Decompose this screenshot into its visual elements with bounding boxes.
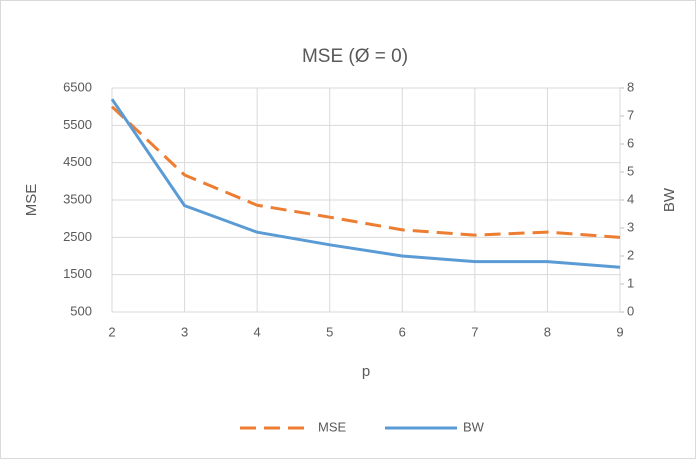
- y2-tick-label: 2: [627, 247, 634, 262]
- y2-tick-label: 1: [627, 275, 634, 290]
- y2-tick-label: 0: [627, 303, 634, 318]
- y-tick-label: 500: [70, 303, 92, 318]
- y-axis-title: MSE: [23, 184, 40, 217]
- x-tick-label: 8: [544, 324, 551, 339]
- x-tick-label: 4: [254, 324, 261, 339]
- y2-tick-label: 7: [627, 107, 634, 122]
- y2-tick-label: 6: [627, 135, 634, 150]
- y2-axis-title: BW: [661, 187, 678, 212]
- y-tick-label: 1500: [63, 266, 92, 281]
- y-tick-label: 3500: [63, 191, 92, 206]
- y2-tick-label: 8: [627, 79, 634, 94]
- y2-tick-label: 4: [627, 191, 634, 206]
- x-tick-label: 7: [471, 324, 478, 339]
- y2-tick-label: 5: [627, 163, 634, 178]
- x-tick-label: 3: [181, 324, 188, 339]
- legend-label: BW: [463, 419, 485, 434]
- y-tick-label: 2500: [63, 229, 92, 244]
- y-tick-label: 4500: [63, 154, 92, 169]
- y-tick-label: 6500: [63, 79, 92, 94]
- y-tick-label: 5500: [63, 117, 92, 132]
- chart-title: MSE (Ø = 0): [302, 46, 408, 67]
- x-tick-label: 5: [326, 324, 333, 339]
- x-tick-label: 9: [616, 324, 623, 339]
- x-tick-label: 6: [399, 324, 406, 339]
- x-axis-title: p: [362, 363, 370, 380]
- series-line: [110, 105, 621, 239]
- y2-tick-label: 3: [627, 219, 634, 234]
- series-line: [110, 98, 621, 269]
- legend-label: MSE: [318, 419, 347, 434]
- x-tick-label: 2: [108, 324, 115, 339]
